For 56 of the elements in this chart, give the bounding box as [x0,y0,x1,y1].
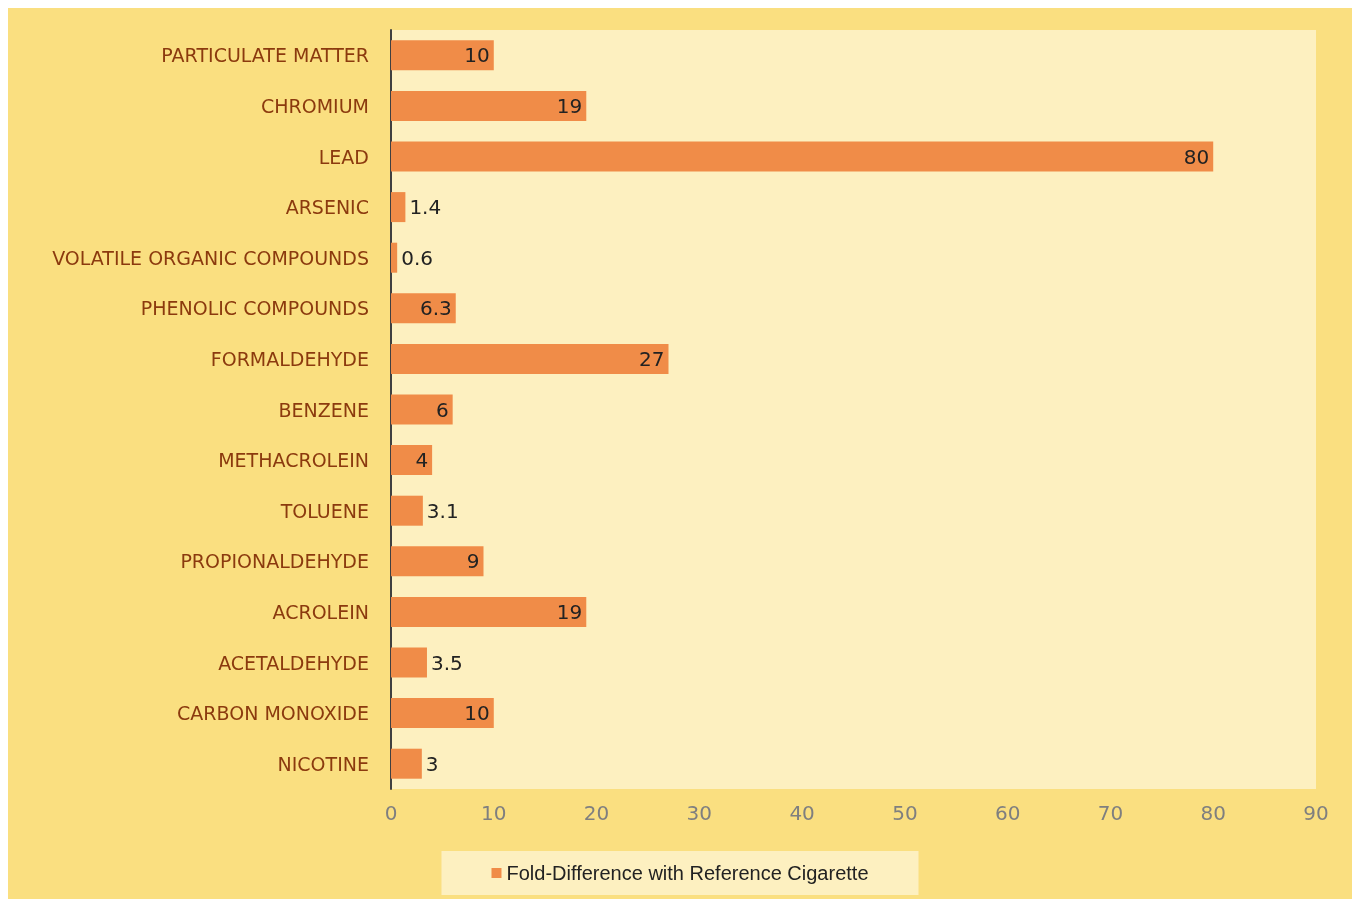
data-label: 3.1 [426,498,459,523]
bar [391,293,456,324]
x-tick-label: 60 [994,801,1021,825]
bar [391,242,398,273]
data-label: 80 [1183,144,1210,169]
bar [391,546,484,577]
bar [391,394,453,425]
y-tick-label: PROPIONALDEHYDE [180,550,369,573]
bar [391,647,427,678]
bar [391,192,406,223]
y-tick-label: METHACROLEIN [218,449,369,472]
bar [391,698,494,729]
y-tick-label: PARTICULATE MATTER [161,44,369,67]
y-tick-label: FORMALDEHYDE [210,347,369,370]
y-tick-label: PHENOLIC COMPOUNDS [140,297,369,320]
bar [391,445,433,476]
x-tick-label: 90 [1303,801,1329,825]
x-tick-label: 10 [481,801,507,825]
bar [391,748,422,779]
x-tick-label: 50 [892,801,918,825]
y-tick-label: BENZENE [278,398,369,421]
data-label: 1.4 [409,195,442,220]
data-label: 10 [464,43,490,68]
x-tick-label: 70 [1097,801,1124,825]
data-label: 19 [556,93,583,118]
bar [391,141,1214,172]
data-label: 27 [639,346,665,371]
bar [391,495,423,526]
y-tick-label: ARSENIC [285,196,369,219]
data-label: 6.3 [419,296,452,321]
y-tick-label: LEAD [318,145,369,168]
bar [391,596,587,627]
data-label: 6 [435,397,449,422]
x-tick-label: 30 [686,801,713,825]
y-tick-label: ACROLEIN [272,600,369,623]
bar [391,343,669,374]
bar [391,40,494,71]
legend-label: Fold-Difference with Reference Cigarette [506,862,869,884]
y-tick-label: VOLATILE ORGANIC COMPOUNDS [52,246,369,269]
data-label: 4 [415,448,429,473]
data-label: 9 [466,549,480,574]
x-tick-label: 0 [384,801,398,825]
y-tick-label: CHROMIUM [260,94,369,117]
y-tick-label: NICOTINE [277,752,369,775]
data-label: 0.6 [401,245,433,270]
data-label: 3 [425,751,439,776]
x-tick-label: 80 [1200,801,1226,825]
y-tick-label: CARBON MONOXIDE [177,702,369,725]
data-label: 10 [464,701,490,726]
x-tick-label: 40 [789,801,815,825]
data-label: 19 [556,599,583,624]
data-label: 3.5 [430,650,463,675]
y-tick-label: TOLUENE [279,499,369,522]
bar [391,90,587,121]
y-tick-label: ACETALDEHYDE [218,651,369,674]
x-tick-label: 20 [583,801,610,825]
